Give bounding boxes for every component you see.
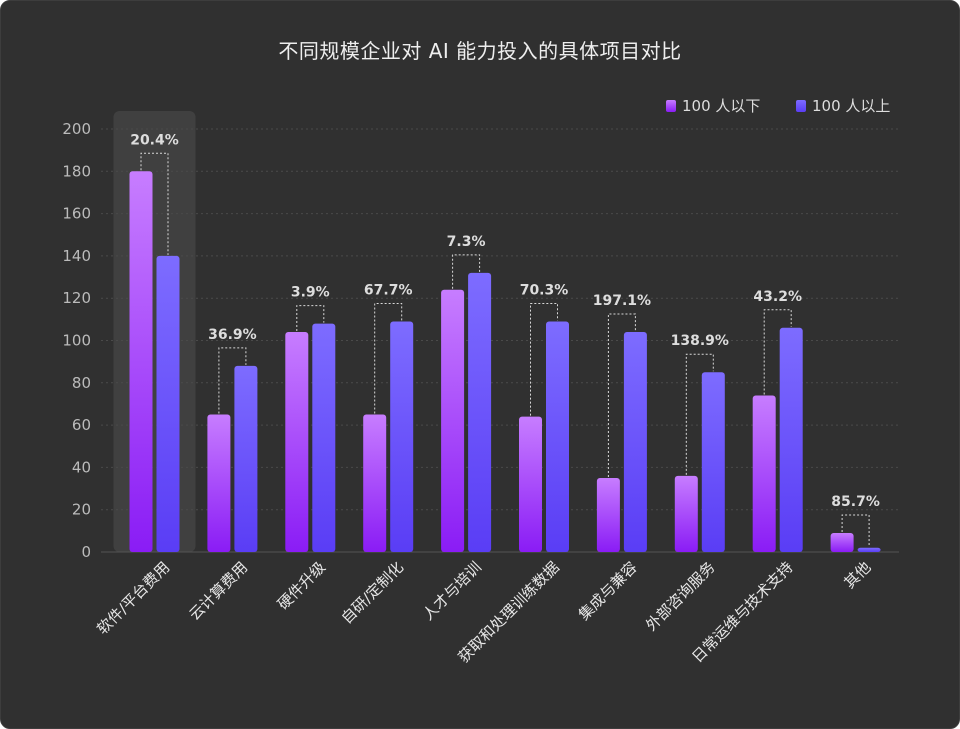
x-category-label: 硬件升级: [274, 558, 329, 613]
bar-small-company: [674, 475, 698, 552]
diff-label: 85.7%: [831, 494, 880, 510]
bar-small-company: [830, 532, 854, 552]
diff-label: 36.9%: [208, 327, 257, 343]
bar-small-company: [129, 171, 153, 553]
y-tick-label: 140: [62, 247, 91, 265]
y-tick-label: 100: [62, 332, 91, 350]
diff-bracket: [374, 302, 403, 414]
y-tick-label: 120: [62, 289, 91, 307]
bar-large-company: [779, 327, 803, 552]
legend-large-company-swatch: [796, 100, 806, 112]
x-category-label: 集成与兼容: [575, 558, 641, 624]
y-tick-label: 80: [72, 374, 91, 392]
x-category-label: 软件/平台费用: [93, 558, 173, 638]
highlight-band: [113, 111, 196, 552]
y-tick-label: 160: [62, 205, 91, 223]
y-tick-label: 60: [72, 416, 91, 434]
bar-small-company: [285, 332, 309, 552]
bar-large-company: [546, 321, 569, 552]
diff-bracket: [140, 152, 169, 255]
diff-bracket: [218, 347, 247, 414]
bar-small-company: [519, 416, 542, 552]
x-category-label: 自研/定制化: [338, 558, 407, 627]
y-tick-label: 20: [72, 501, 91, 519]
bar-small-company: [752, 395, 776, 552]
legend-large-company-label: 100 人以上: [812, 97, 890, 115]
y-tick-label: 200: [62, 120, 91, 138]
bar-large-company: [234, 365, 258, 552]
diff-label: 43.2%: [753, 289, 802, 305]
diff-bracket: [841, 514, 870, 547]
legend-small-company-swatch: [666, 100, 676, 112]
diff-label: 7.3%: [447, 234, 486, 250]
bar-large-company: [701, 372, 725, 552]
diff-bracket: [685, 353, 714, 475]
bar-large-company: [468, 272, 492, 552]
bar-large-company: [156, 255, 180, 552]
diff-bracket: [296, 305, 325, 332]
diff-label: 67.7%: [364, 282, 413, 298]
bar-small-company: [363, 414, 387, 552]
chart-title: 不同规模企业对 AI 能力投入的具体项目对比: [278, 39, 682, 63]
y-tick-label: 180: [62, 162, 91, 180]
diff-bracket: [452, 254, 481, 289]
y-tick-label: 40: [72, 458, 91, 476]
diff-label: 138.9%: [671, 333, 729, 349]
y-tick-label: 0: [81, 543, 91, 561]
diff-label: 197.1%: [593, 293, 651, 309]
diff-label: 20.4%: [130, 132, 179, 148]
diff-bracket: [530, 302, 558, 416]
diff-label: 70.3%: [520, 282, 569, 298]
legend-small-company-label: 100 人以下: [682, 97, 760, 115]
bar-large-company: [312, 323, 336, 552]
bar-small-company: [441, 289, 465, 552]
diff-bracket: [607, 313, 636, 477]
x-category-label: 其他: [840, 558, 874, 592]
bar-large-company: [623, 332, 647, 552]
bar-large-company: [390, 321, 414, 552]
bar-large-company: [857, 547, 881, 552]
x-category-label: 外部咨询服务: [642, 558, 718, 634]
x-category-label: 人才与培训: [419, 558, 485, 624]
diff-bracket: [763, 309, 792, 395]
bar-small-company: [207, 414, 231, 552]
x-category-label: 云计算费用: [185, 558, 251, 624]
bar-small-company: [596, 477, 620, 552]
diff-label: 3.9%: [291, 285, 330, 301]
